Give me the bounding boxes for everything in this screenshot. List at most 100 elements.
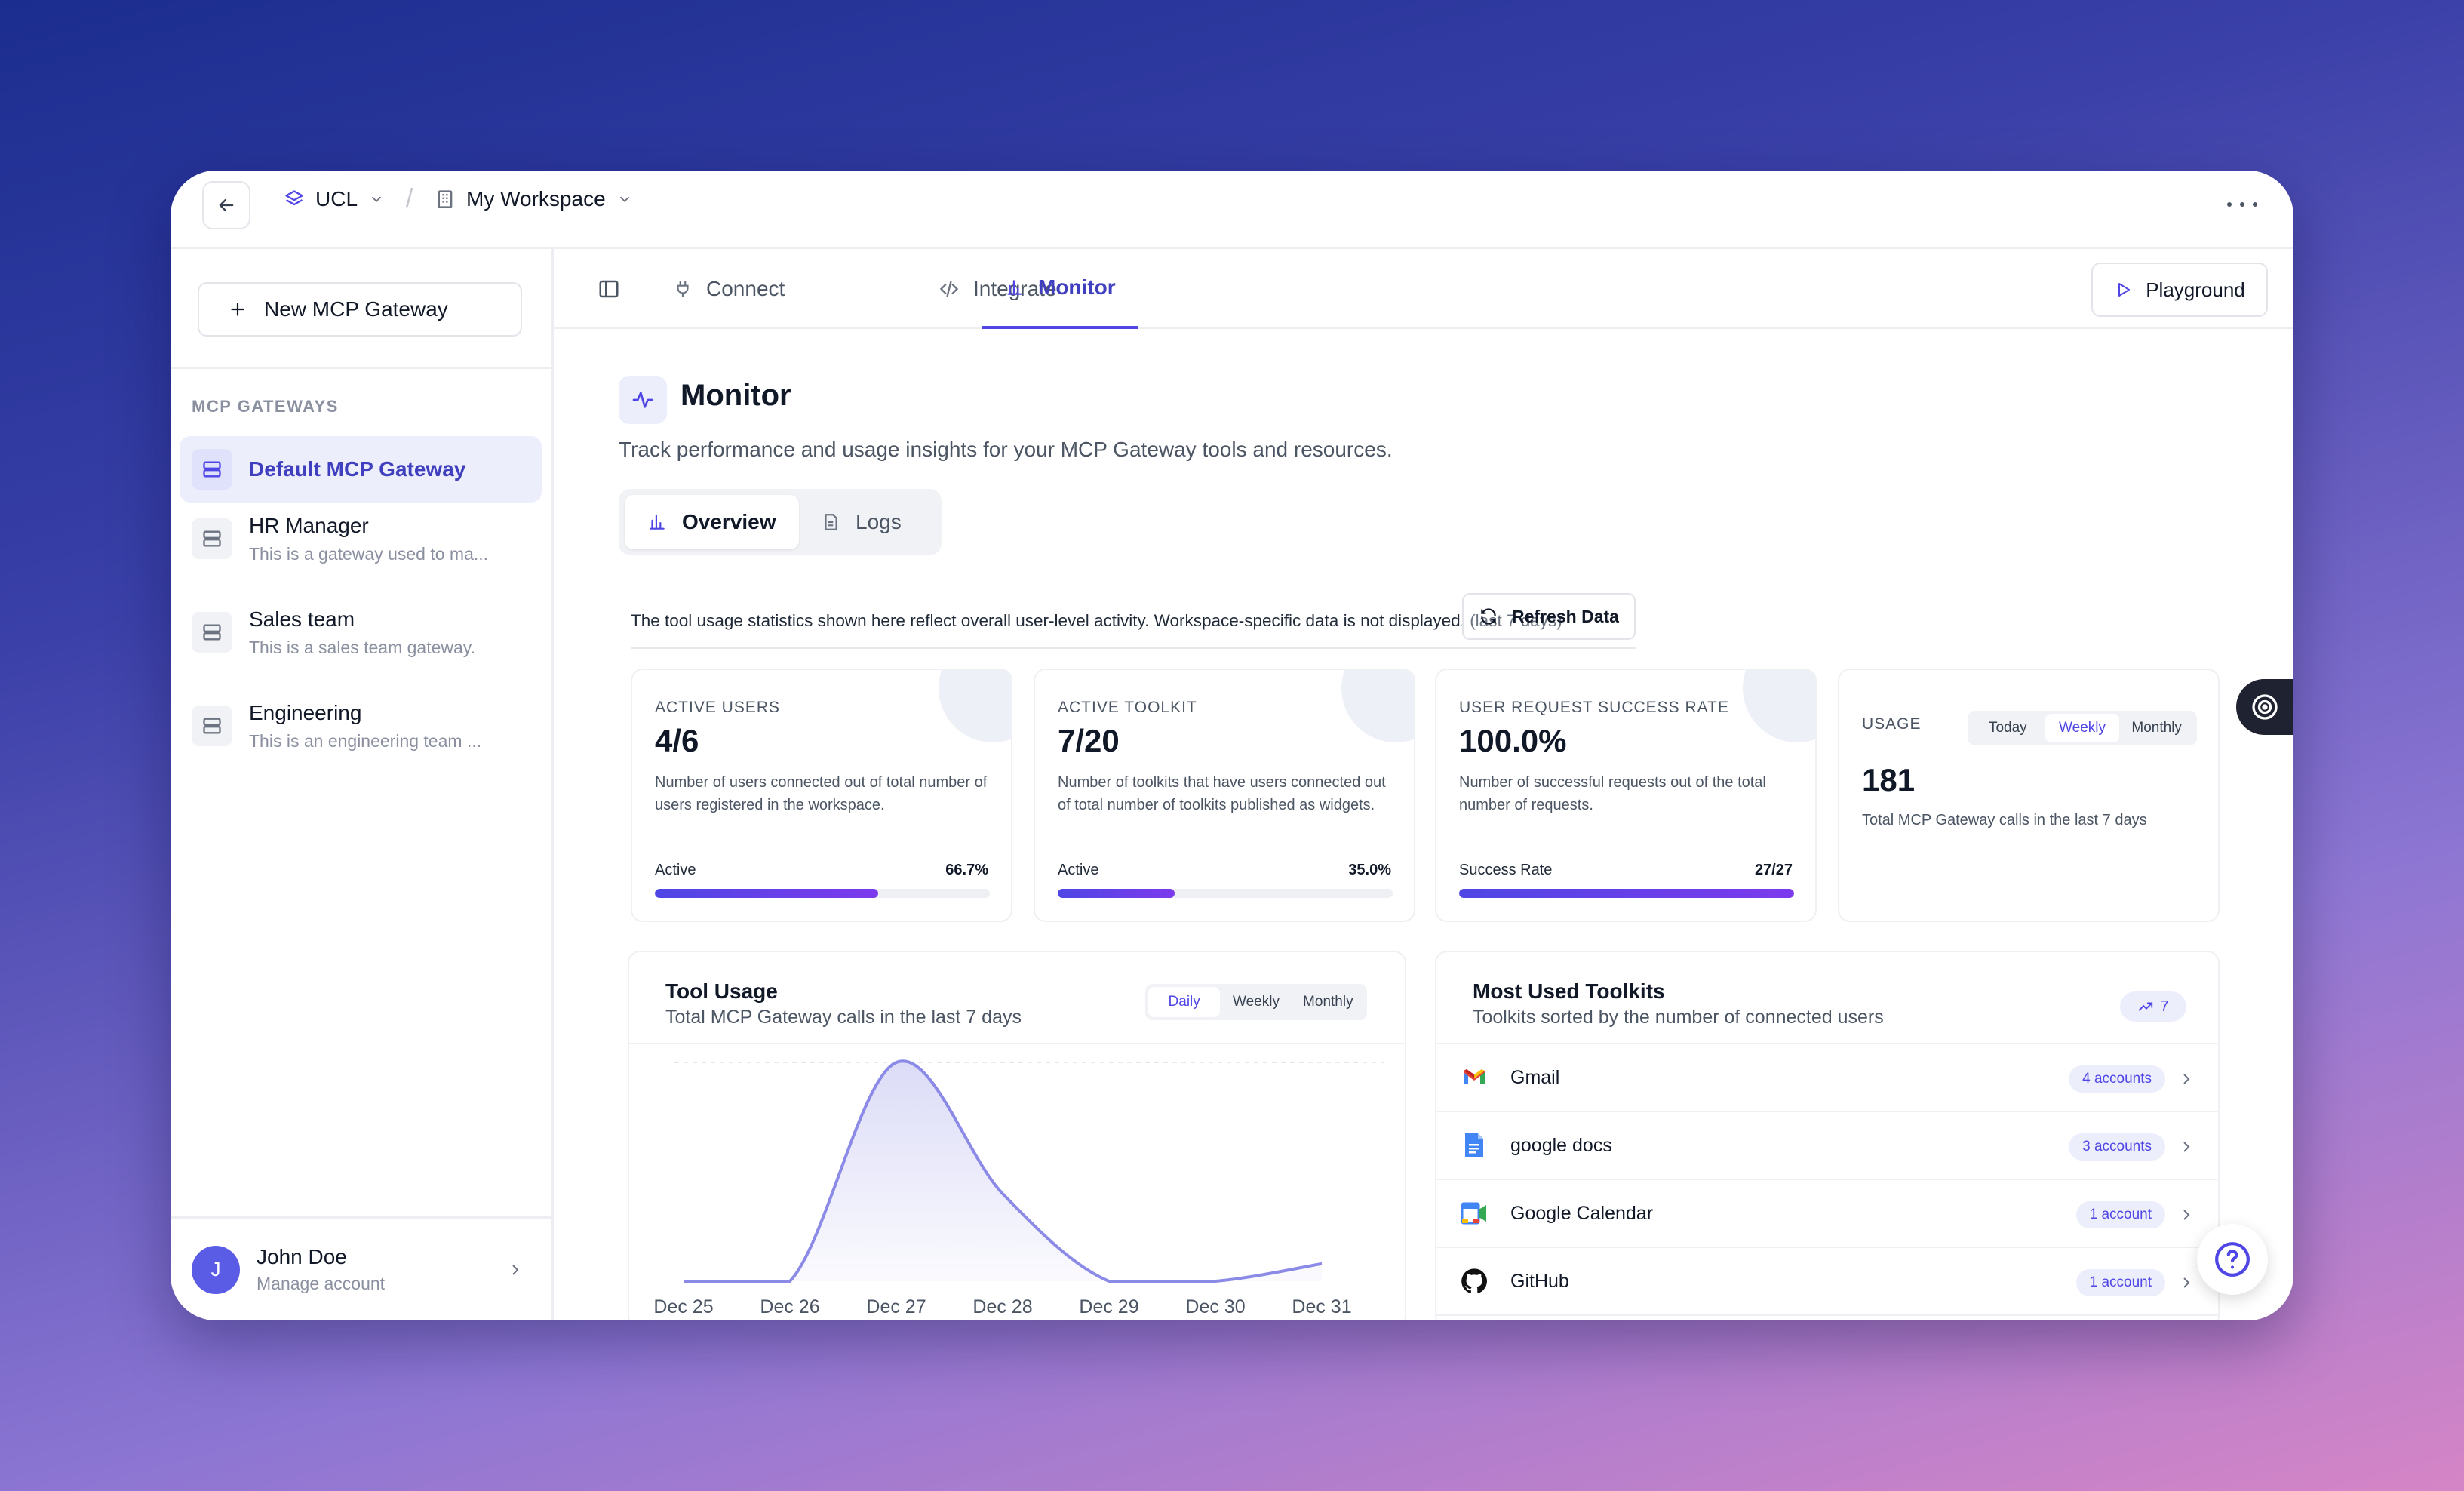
chevron-right-icon [2183,1210,2190,1220]
new-gateway-label: New MCP Gateway [264,297,448,321]
chevron-down-icon [371,196,382,203]
toolkit-name: google docs [1510,1134,1612,1156]
back-button[interactable] [202,181,250,229]
chart-title: Tool Usage [665,979,778,1003]
user-name: John Doe [257,1245,347,1268]
gateways-section-label: MCP GATEWAYS [192,397,339,416]
chart-period-selector: Daily Weekly Monthly [1145,984,1367,1020]
side-widget-button[interactable] [2236,679,2293,735]
period-monthly[interactable]: Monthly [2131,720,2182,736]
bar-chart-icon [1007,280,1022,295]
progress-bar [655,889,990,898]
usage-period-selector: Today Weekly Monthly [1968,711,2197,746]
progress-bar [1459,889,1794,898]
gateway-title: Sales team [249,607,355,631]
account-menu[interactable]: J John Doe Manage account [171,1216,551,1320]
toolkit-row-github[interactable]: GitHub 1 account [1436,1248,2218,1316]
org-switcher[interactable]: UCL [284,187,385,211]
x-tick-label: Dec 31 [1292,1296,1351,1317]
server-icon [192,449,232,490]
accounts-badge: 1 account [2075,1201,2165,1228]
card-description: Number of successful requests out of the… [1459,774,1766,813]
refresh-data-button[interactable]: Refresh Data [1462,593,1636,640]
more-options-icon[interactable] [2227,193,2257,216]
tab-bar: Connect Integrate Monitor Playground [554,249,2293,329]
notice-period: (last 7 days) [1470,611,1562,630]
chart-header-divider [629,1043,1405,1044]
gateway-title: Default MCP Gateway [249,457,466,481]
subtab-label: Logs [856,510,902,533]
chart-area [684,1061,1322,1281]
play-icon [2118,283,2131,297]
building-icon [438,190,453,208]
period-daily[interactable]: Daily [1148,987,1221,1017]
x-tick-label: Dec 30 [1185,1296,1245,1317]
progress-label: Success Rate [1459,862,1553,878]
tab-connect[interactable]: Connect [673,249,785,329]
progress-fill [1058,889,1175,898]
toolkit-row-gmail[interactable]: Gmail 4 accounts [1436,1044,2218,1112]
workspace-name: My Workspace [466,187,606,211]
usage-value: 181 [1862,762,1916,798]
toolkits-subtitle: Toolkits sorted by the number of connect… [1473,1007,1884,1028]
gmail-icon [1459,1062,1489,1093]
bar-chart-icon [650,515,665,530]
server-icon [192,518,232,559]
trending-up-icon [2139,1002,2153,1011]
accounts-badge: 1 account [2075,1269,2165,1296]
code-icon [939,281,959,297]
period-weekly[interactable]: Weekly [2045,714,2120,742]
x-tick-label: Dec 26 [760,1296,819,1317]
subtab-overview[interactable]: Overview [625,495,799,549]
card-value: 100.0% [1459,723,1567,758]
sidebar-item-engineering[interactable]: Engineering This is an engineering team … [180,693,542,759]
accounts-badge: 4 accounts [2069,1065,2165,1093]
card-value: 7/20 [1058,723,1120,758]
help-button[interactable] [2197,1224,2268,1295]
plug-icon [677,281,689,297]
refresh-label: Refresh Data [1512,606,1619,626]
tab-integrate[interactable]: Integrate [939,249,1057,329]
user-subtitle: Manage account [257,1274,386,1293]
toolkits-count-badge: 7 [2120,991,2186,1022]
gateway-title: HR Manager [249,513,369,537]
workspace-switcher[interactable]: My Workspace [435,187,633,211]
toolkit-name: GitHub [1510,1270,1569,1292]
tab-monitor[interactable]: Monitor [982,249,1138,329]
sidebar-item-hr-manager[interactable]: HR Manager This is a gateway used to ma.… [180,506,542,572]
sidebar-toggle-icon[interactable] [598,278,620,300]
toolkit-row-google-docs[interactable]: google docs 3 accounts [1436,1112,2218,1180]
x-tick-label: Dec 25 [653,1296,713,1317]
chevron-right-icon [2183,1142,2190,1152]
accounts-badge: 3 accounts [2069,1133,2165,1161]
progress-value: 66.7% [945,862,988,878]
period-weekly[interactable]: Weekly [1233,994,1280,1010]
github-icon [1459,1266,1489,1296]
progress-value: 27/27 [1754,862,1793,878]
subtab-logs[interactable]: Logs [798,495,924,549]
main-content: Connect Integrate Monitor Playground Mon… [554,249,2293,1320]
new-gateway-button[interactable]: New MCP Gateway [198,282,522,337]
sidebar-item-default-gateway[interactable]: Default MCP Gateway [180,436,542,503]
usage-notice: The tool usage statistics shown here ref… [631,611,1562,631]
period-monthly[interactable]: Monthly [1303,994,1353,1010]
period-today[interactable]: Today [1988,720,2027,736]
chevron-right-icon [512,1265,519,1275]
progress-label: Active [1058,862,1099,878]
notice-text: The tool usage statistics shown here ref… [631,611,1465,630]
toolkits-title: Most Used Toolkits [1473,979,1665,1003]
success-rate-card: USER REQUEST SUCCESS RATE 100.0% Number … [1435,669,1817,922]
card-description: Number of toolkits that have users conne… [1058,774,1386,813]
sidebar-item-sales-team[interactable]: Sales team This is a sales team gateway. [180,599,542,666]
gateway-subtitle: This is a gateway used to ma... [249,543,489,564]
view-switcher: Overview Logs [619,489,942,555]
toolkit-row-google-calendar[interactable]: Google Calendar 1 account [1436,1180,2218,1248]
plus-icon [231,303,244,316]
playground-button[interactable]: Playground [2091,263,2268,317]
most-used-toolkits-card: Most Used Toolkits Toolkits sorted by th… [1435,951,2220,1320]
tab-label: Connect [706,277,785,300]
chart-line [684,1059,1323,1283]
arrow-left-icon [219,198,234,212]
x-tick-label: Dec 29 [1079,1296,1138,1317]
tab-label: Integrate [973,277,1057,300]
